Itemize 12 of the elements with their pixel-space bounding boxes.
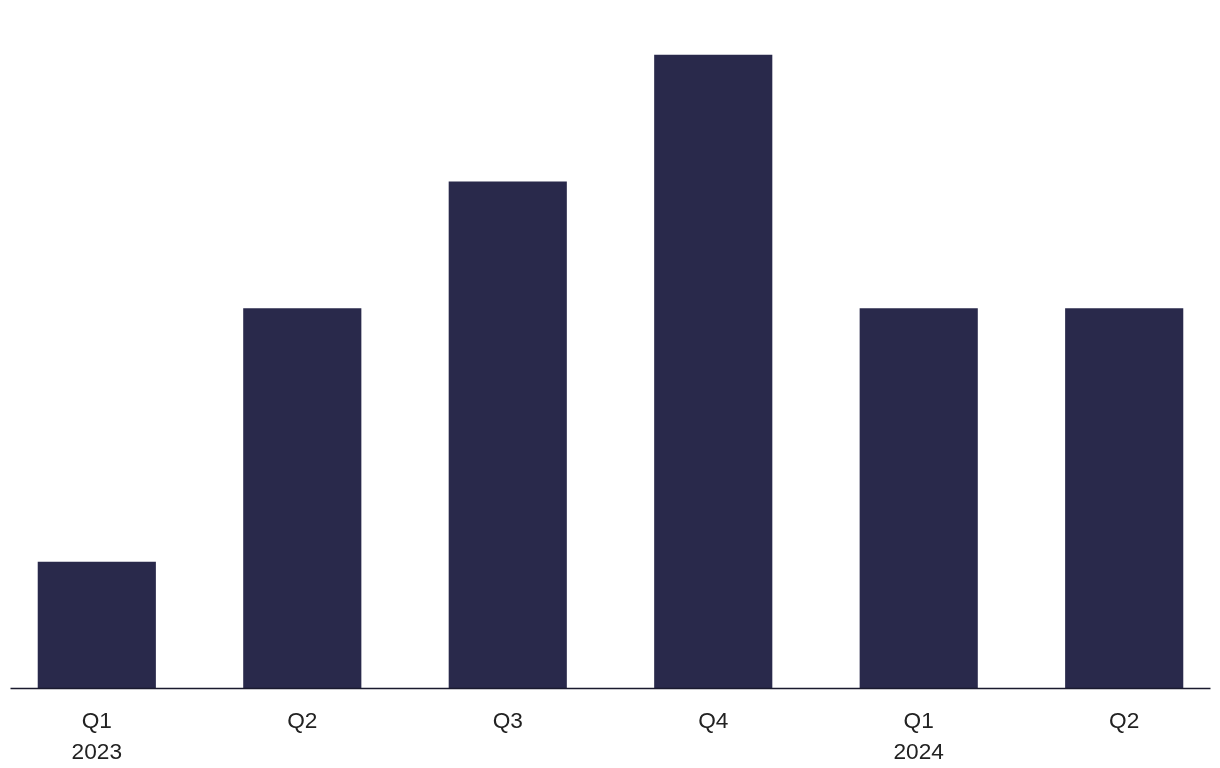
bar: [243, 308, 362, 689]
bar: [448, 181, 567, 689]
x-tick-label: Q1 2024: [893, 706, 944, 764]
bar: [1065, 308, 1184, 689]
bar: [654, 54, 773, 689]
x-tick-label: Q3: [492, 706, 523, 733]
x-tick-label: Q2: [1109, 706, 1140, 733]
bar: [859, 308, 978, 689]
x-tick-label: Q2: [287, 706, 318, 733]
x-tick-label: Q1 2023: [71, 706, 123, 764]
bar: [37, 561, 156, 689]
x-tick-label: Q4: [698, 706, 729, 733]
